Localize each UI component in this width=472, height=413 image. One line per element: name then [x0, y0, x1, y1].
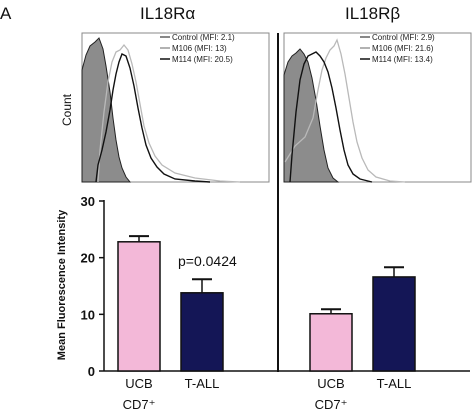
p-value-annotation: p=0.0424 [178, 253, 237, 269]
legend-left-m114-label: M114 (MFI: 20.5) [172, 55, 233, 64]
bar-chart: Mean Fluorescence Intensity 0 10 20 30 UCB CD… [56, 194, 470, 412]
bar [117, 241, 161, 372]
y-tick-label: 20 [81, 251, 95, 266]
histogram-left: Control (MFI: 2.1) M106 (MFI: 13) M114 (… [60, 32, 270, 183]
bar [309, 313, 353, 372]
legend-left-m106-label: M106 (MFI: 13) [172, 44, 227, 53]
histogram-title-left: IL18Rα [140, 4, 196, 23]
x-category-label: UCB [317, 376, 344, 391]
bar [372, 276, 416, 372]
panel-label: A [0, 4, 12, 23]
y-tick-label: 0 [88, 364, 95, 379]
x-category-label: T-ALL [377, 376, 412, 391]
bar [180, 292, 224, 372]
histogram-title-right: IL18Rβ [345, 4, 401, 23]
histogram-left-m106-curve [97, 43, 241, 183]
x-category-sublabel: CD7⁺ [315, 397, 348, 412]
legend-right-m106-label: M106 (MFI: 21.6) [372, 44, 434, 53]
y-tick-label: 30 [81, 194, 95, 209]
x-category-sublabel: CD7⁺ [123, 397, 156, 412]
x-category-label: T-ALL [185, 376, 220, 391]
legend-right-m114-label: M114 (MFI: 13.4) [372, 55, 433, 64]
legend-right-control-label: Control (MFI: 2.9) [372, 33, 435, 42]
bar-chart-ylabel: Mean Fluorescence Intensity [56, 209, 68, 360]
histogram-right-m114-curve [289, 51, 373, 183]
x-category-label: UCB [125, 376, 152, 391]
histogram-right-control-curve [283, 48, 340, 183]
y-tick-label: 10 [81, 307, 95, 322]
histogram-left-ylabel: Count [60, 93, 74, 126]
histogram-left-m114-curve [95, 53, 211, 183]
histogram-right: Control (MFI: 2.9) M106 (MFI: 21.6) M114… [283, 32, 472, 183]
legend-left-control-label: Control (MFI: 2.1) [172, 33, 235, 42]
histogram-right-m106-curve [284, 38, 406, 183]
